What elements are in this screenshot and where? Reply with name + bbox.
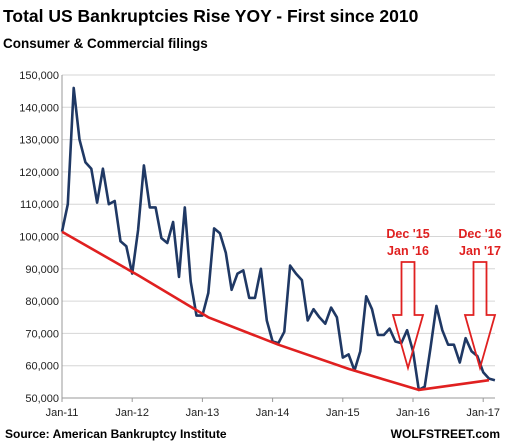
annotation-label: Jan '17	[459, 244, 501, 258]
y-tick-label: 120,000	[19, 167, 59, 179]
chart-subtitle: Consumer & Commercial filings	[3, 36, 208, 51]
y-tick-label: 130,000	[19, 135, 59, 147]
y-tick-label: 50,000	[25, 393, 59, 405]
y-tick-label: 140,000	[19, 102, 59, 114]
series-line-trough-trend	[61, 230, 490, 392]
x-tick-label: Jan-12	[115, 407, 149, 419]
y-tick-label: 90,000	[25, 264, 59, 276]
x-tick-label: Jan-17	[466, 407, 500, 419]
source-note: Source: American Bankruptcy Institute	[5, 427, 227, 441]
y-tick-label: 110,000	[20, 199, 59, 211]
series-line-bankruptcies	[60, 86, 496, 392]
annotations-layer: Dec '15 Jan '16 Dec '16 Jan '17	[386, 227, 502, 372]
annotation-arrow	[391, 261, 425, 372]
series-layer	[60, 86, 496, 392]
y-tick-label: 80,000	[25, 296, 59, 308]
x-tick-label: Jan-16	[396, 407, 430, 419]
y-tick-label: 60,000	[25, 361, 59, 373]
x-tick-label: Jan-11	[46, 407, 79, 419]
annotation-label: Dec '16	[458, 227, 501, 241]
x-tick-label: Jan-13	[186, 407, 220, 419]
annotation-arrow	[463, 261, 497, 372]
annotation-label: Jan '16	[387, 244, 429, 258]
x-tick-label: Jan-14	[256, 407, 290, 419]
y-tick-label: 70,000	[25, 328, 59, 340]
x-tick-label: Jan-15	[326, 407, 360, 419]
y-axis: 50,000 60,000 70,000 80,000 90,000 100,000 110…	[19, 70, 63, 405]
chart-title: Total US Bankruptcies Rise YOY - First s…	[3, 6, 419, 26]
gridlines	[62, 74, 495, 399]
y-tick-label: 150,000	[19, 70, 59, 82]
annotation-label: Dec '15	[386, 227, 429, 241]
watermark: WOLFSTREET.com	[391, 427, 500, 441]
y-tick-label: 100,000	[19, 232, 59, 244]
x-axis: Jan-11 Jan-12 Jan-13 Jan-14 Jan-15 Jan-16 Jan-…	[46, 397, 500, 419]
